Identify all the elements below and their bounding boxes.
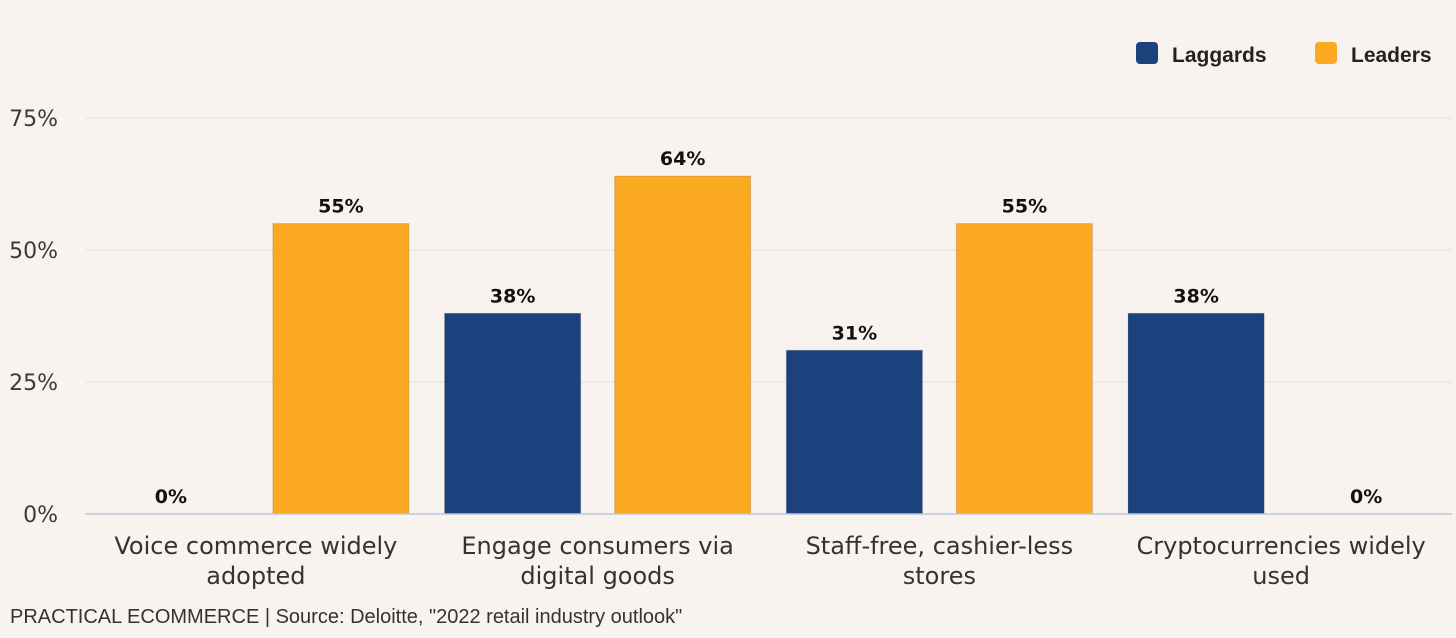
x-category-label: Engage consumers via bbox=[461, 532, 733, 560]
bar-leaders bbox=[955, 223, 1093, 515]
data-label: 55% bbox=[1002, 196, 1047, 218]
bar-leaders bbox=[614, 175, 752, 515]
bar-laggards bbox=[1127, 312, 1265, 515]
bar-laggards bbox=[785, 349, 923, 515]
bar-laggards bbox=[444, 312, 582, 515]
data-label: 55% bbox=[318, 196, 363, 218]
y-tick-label: 25% bbox=[9, 371, 58, 396]
legend-label-laggards: Laggards bbox=[1172, 44, 1267, 67]
data-label: 0% bbox=[1350, 486, 1382, 508]
data-label: 38% bbox=[490, 285, 535, 307]
x-category-label: adopted bbox=[206, 562, 305, 590]
x-category-label: digital goods bbox=[520, 562, 675, 590]
x-category-label: Voice commerce widely bbox=[114, 532, 397, 560]
x-category-label: stores bbox=[903, 562, 976, 590]
y-tick-label: 0% bbox=[23, 503, 58, 528]
legend-swatch-leaders bbox=[1315, 42, 1337, 64]
legend-swatch-laggards bbox=[1136, 42, 1158, 64]
data-label: 0% bbox=[155, 486, 187, 508]
legend-label-leaders: Leaders bbox=[1351, 44, 1432, 67]
bar-leaders bbox=[272, 223, 410, 515]
data-label: 31% bbox=[832, 322, 877, 344]
data-label: 38% bbox=[1173, 285, 1218, 307]
bar-chart: 0% 25% 50% 75% 0% 55% Voice commerce widelyado… bbox=[9, 42, 1452, 590]
x-category-label: used bbox=[1252, 562, 1310, 590]
x-category-label: Staff-free, cashier-less bbox=[806, 532, 1074, 560]
data-label: 64% bbox=[660, 148, 705, 170]
y-tick-label: 50% bbox=[9, 239, 58, 264]
y-tick-label: 75% bbox=[9, 107, 58, 132]
source-note: PRACTICAL ECOMMERCE | Source: Deloitte, … bbox=[10, 606, 683, 628]
x-category-label: Cryptocurrencies widely bbox=[1136, 532, 1425, 560]
